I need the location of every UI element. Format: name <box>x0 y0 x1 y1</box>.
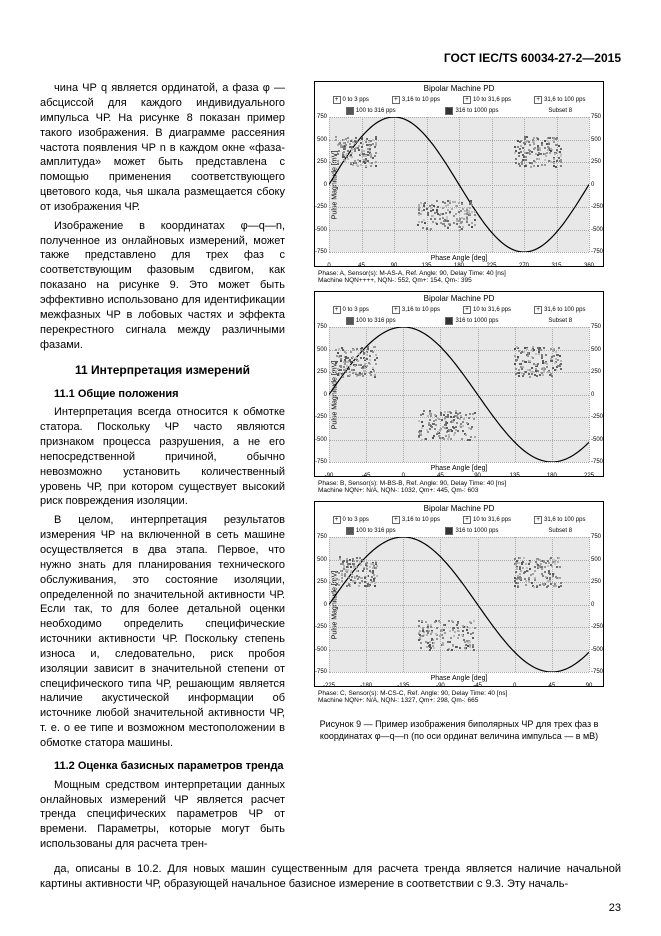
doc-header: ГОСТ IEC/TS 60034-27-2—2015 <box>40 50 621 66</box>
plot-b: Pulse Magnitude [mV] -750-500-2500250500… <box>329 327 589 462</box>
chart-legend-b2: 100 to 316 pps 316 to 1000 pps Subset 8 <box>315 316 603 327</box>
figure-column: Bipolar Machine PD +0 to 3 pps +3,16 to … <box>297 81 621 856</box>
scatter-a <box>329 117 589 252</box>
para-1: чина ЧР q является ординатой, а фаза φ —… <box>40 81 285 215</box>
yticks-b: -750-500-2500250500750 <box>309 327 327 462</box>
yticks-c: -750-500-2500250500750 <box>309 537 327 672</box>
footer-b: Phase: B, Sensor(s): M-BS-B, Ref. Angle:… <box>314 480 604 496</box>
text-column: чина ЧР q является ординатой, а фаза φ —… <box>40 81 285 856</box>
heading-11-1: 11.1 Общие положения <box>40 387 285 402</box>
heading-11-2: 11.2 Оценка базисных параметров тренда <box>40 759 285 774</box>
yticks-b-right: -750-500-2500250500750 <box>591 327 609 462</box>
para-5b: да, описаны в 10.2. Для новых машин суще… <box>40 862 621 892</box>
yticks-c-right: -750-500-2500250500750 <box>591 537 609 672</box>
chart-panel-c: Bipolar Machine PD +0 to 3 pps +3,16 to … <box>314 501 604 686</box>
chart-title-c: Bipolar Machine PD <box>315 502 603 515</box>
heading-11: 11 Интерпретация измерений <box>40 362 285 378</box>
page-number: 23 <box>609 901 621 916</box>
figure-caption: Рисунок 9 — Пример изображения биполярны… <box>319 719 599 742</box>
para-4: В целом, интерпретация результатов измер… <box>40 513 285 751</box>
para-2: Изображение в координатах φ—q—n, получен… <box>40 219 285 353</box>
para-5a: Мощным средством интерпретации данных он… <box>40 778 285 852</box>
chart-legend-a: +0 to 3 pps +3,16 to 10 pps +10 to 31,6 … <box>315 95 603 106</box>
content: чина ЧР q является ординатой, а фаза φ —… <box>40 81 621 856</box>
chart-legend-c: +0 to 3 pps +3,16 to 10 pps +10 to 31,6 … <box>315 515 603 526</box>
chart-legend-b: +0 to 3 pps +3,16 to 10 pps +10 to 31,6 … <box>315 305 603 316</box>
chart-legend-c2: 100 to 316 pps 316 to 1000 pps Subset 8 <box>315 526 603 537</box>
chart-panel-b: Bipolar Machine PD +0 to 3 pps +3,16 to … <box>314 291 604 476</box>
footer-a: Phase: A, Sensor(s): M-AS-A, Ref. Angle:… <box>314 270 604 286</box>
plot-a: Pulse Magnitude [mV] -750-500-2500250500… <box>329 117 589 252</box>
xlabel-c: Phase Angle [deg] <box>315 674 603 685</box>
chart-legend-a2: 100 to 316 pps 316 to 1000 pps Subset 8 <box>315 106 603 117</box>
yticks-a-right: -750-500-2500250500750 <box>591 117 609 252</box>
chart-title-a: Bipolar Machine PD <box>315 82 603 95</box>
para-3: Интерпретация всегда относится к обмотке… <box>40 405 285 509</box>
plot-c: Pulse Magnitude [mV] -750-500-2500250500… <box>329 537 589 672</box>
chart-title-b: Bipolar Machine PD <box>315 292 603 305</box>
scatter-c <box>329 537 589 672</box>
footer-c: Phase: C, Sensor(s): M-CS-C, Ref. Angle:… <box>314 690 604 706</box>
chart-panel-a: Bipolar Machine PD +0 to 3 pps +3,16 to … <box>314 81 604 266</box>
xlabel-b: Phase Angle [deg] <box>315 464 603 475</box>
scatter-b <box>329 327 589 462</box>
yticks-a: -750-500-2500250500750 <box>309 117 327 252</box>
